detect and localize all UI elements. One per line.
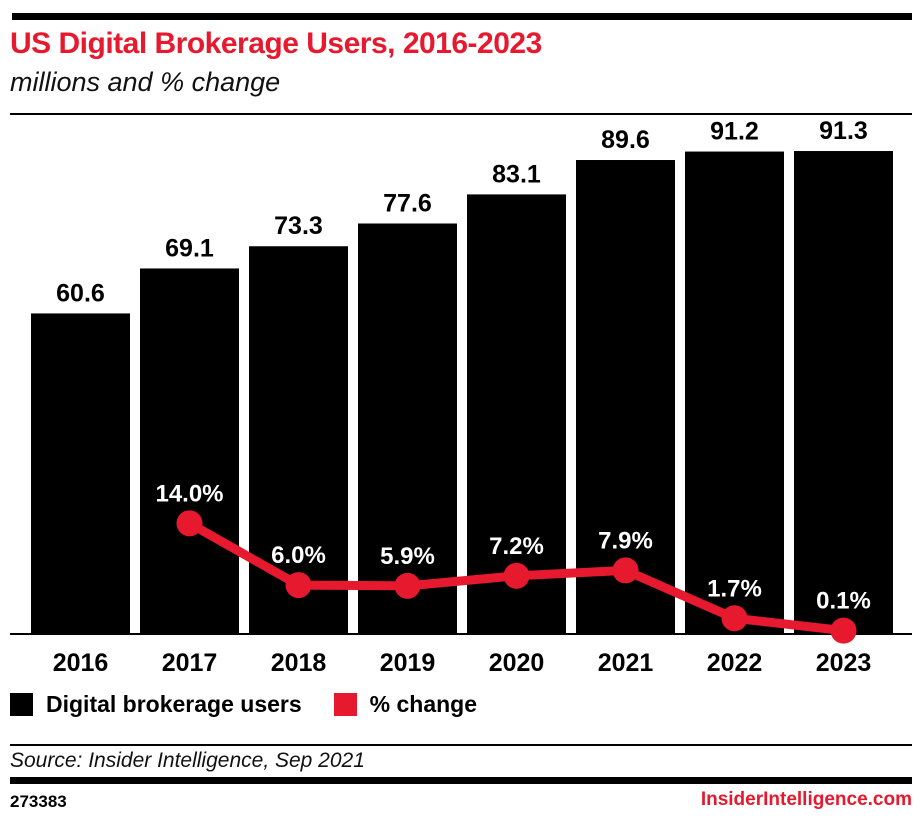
pct-marker — [285, 572, 312, 599]
bar-value-label: 60.6 — [56, 279, 105, 307]
source-note: Source: Insider Intelligence, Sep 2021 — [10, 749, 365, 772]
x-axis-label: 2022 — [707, 649, 763, 677]
header-divider — [10, 113, 912, 115]
pct-marker — [176, 510, 203, 537]
source-divider — [10, 744, 912, 746]
pct-value-label: 6.0% — [271, 542, 326, 569]
bar-2019 — [358, 223, 457, 634]
top-accent-bar — [12, 13, 912, 20]
chart-id: 273383 — [10, 792, 67, 811]
pct-marker — [830, 617, 857, 644]
x-axis-label: 2018 — [271, 649, 327, 677]
x-axis-label: 2017 — [162, 649, 218, 677]
x-axis-label: 2016 — [53, 649, 109, 677]
pct-marker — [721, 605, 748, 632]
bar-2017 — [140, 268, 239, 634]
pct-value-label: 5.9% — [380, 543, 435, 570]
bar-value-label: 83.1 — [492, 160, 541, 188]
pct-marker — [394, 572, 421, 599]
bar-2020 — [467, 194, 566, 634]
pct-value-label: 7.9% — [598, 527, 653, 554]
bar-series-swatch — [10, 693, 33, 716]
bar-value-label: 89.6 — [601, 126, 650, 154]
pct-value-label: 14.0% — [155, 480, 223, 507]
legend: Digital brokerage users % change — [10, 691, 477, 718]
bar-value-label: 73.3 — [274, 212, 323, 240]
x-axis-label: 2020 — [489, 649, 545, 677]
legend-item-line: % change — [333, 691, 478, 718]
chart-title: US Digital Brokerage Users, 2016-2023 — [10, 27, 542, 60]
footer-accent-bar — [10, 777, 912, 784]
legend-item-bars: Digital brokerage users — [10, 691, 302, 718]
bar-series-label: Digital brokerage users — [46, 691, 302, 717]
bar-value-label: 69.1 — [165, 234, 214, 262]
bar-value-label: 91.3 — [819, 117, 868, 145]
x-axis-label: 2023 — [816, 649, 872, 677]
pct-value-label: 1.7% — [707, 575, 762, 602]
bar-2016 — [31, 313, 130, 634]
chart-subtitle: millions and % change — [10, 67, 281, 97]
bar-2022 — [685, 151, 784, 634]
bar-value-label: 91.2 — [710, 118, 759, 146]
pct-value-label: 0.1% — [816, 588, 871, 615]
line-series-label: % change — [369, 691, 478, 717]
bar-value-label: 77.6 — [383, 189, 432, 217]
x-axis-label: 2019 — [380, 649, 436, 677]
bar-2021 — [576, 160, 675, 635]
bar-2023 — [794, 151, 893, 634]
pct-value-label: 7.2% — [489, 533, 544, 560]
pct-marker — [612, 557, 639, 584]
brand-link: InsiderIntelligence.com — [700, 789, 912, 810]
pct-marker — [503, 562, 530, 589]
x-axis-label: 2021 — [598, 649, 654, 677]
line-series-swatch — [333, 693, 357, 716]
